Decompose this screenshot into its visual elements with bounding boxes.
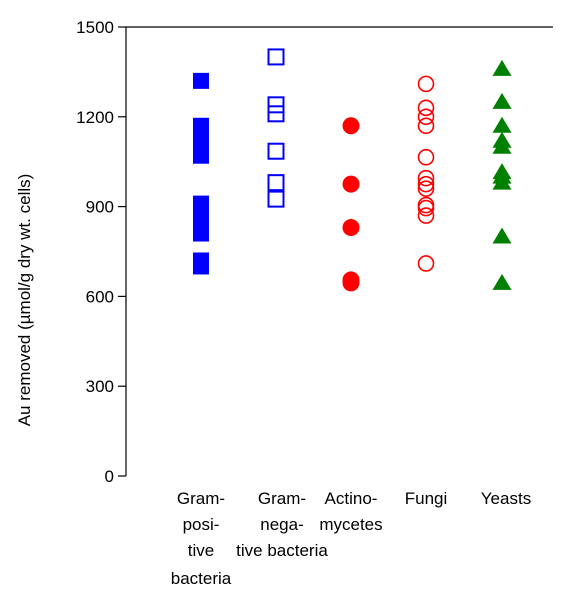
data-point	[417, 175, 435, 193]
data-point	[492, 92, 512, 109]
y-tick-label: 900	[86, 198, 114, 217]
category-label-line: Gram-	[258, 489, 306, 508]
data-point	[267, 142, 285, 160]
data-point	[492, 137, 512, 154]
category-label-line: Gram-	[177, 489, 225, 508]
category-labels: Gram-posi-tive bacteria Gram-nega-tive bac…	[171, 489, 531, 588]
data-point	[492, 227, 512, 244]
y-axis-title-group: Au removed (µmol/g dry wt. cells)	[15, 174, 34, 427]
y-tick-label: 1500	[76, 18, 114, 37]
data-point	[492, 59, 512, 76]
category-label-line: Actino-	[325, 489, 378, 508]
data-point	[267, 96, 285, 114]
y-tick-label: 0	[105, 467, 114, 486]
data-point	[417, 75, 435, 93]
category-label-line: Fungi	[405, 489, 448, 508]
data-point	[417, 108, 435, 126]
y-ticks: 0 300 600 900 1200 1500	[76, 18, 126, 486]
y-tick-label: 1200	[76, 108, 114, 127]
y-axis	[125, 26, 553, 476]
data-point	[492, 173, 512, 190]
data-point	[417, 169, 435, 187]
category-label-line: posi-	[183, 515, 220, 534]
data-point	[492, 273, 512, 290]
data-point	[342, 117, 360, 135]
y-tick-label: 300	[86, 377, 114, 396]
data-point	[342, 274, 360, 292]
y-axis-title: Au removed (µmol/g dry wt. cells)	[15, 174, 34, 427]
data-point	[417, 199, 435, 217]
data-points	[193, 48, 512, 292]
data-point	[417, 255, 435, 272]
category-label-line: nega-	[260, 515, 303, 534]
data-point	[193, 258, 209, 275]
data-point	[417, 180, 435, 197]
data-point	[492, 116, 512, 133]
data-point	[417, 148, 435, 166]
data-point	[267, 105, 285, 123]
data-point	[417, 207, 435, 224]
data-point	[267, 174, 285, 192]
category-label-line: mycetes	[319, 515, 382, 534]
data-point	[193, 225, 209, 242]
y-tick-label: 600	[86, 287, 114, 306]
data-point	[267, 190, 285, 208]
data-point	[193, 147, 209, 164]
data-point	[342, 219, 360, 237]
category-label-line: tive bacteria	[236, 541, 328, 560]
data-point	[193, 72, 209, 89]
category-label-line: bacteria	[171, 569, 232, 588]
data-point	[342, 175, 360, 193]
data-point	[267, 48, 285, 66]
category-label-line: tive	[188, 541, 214, 560]
data-point	[417, 117, 435, 135]
data-point	[417, 99, 435, 117]
category-label-line: Yeasts	[481, 489, 531, 508]
